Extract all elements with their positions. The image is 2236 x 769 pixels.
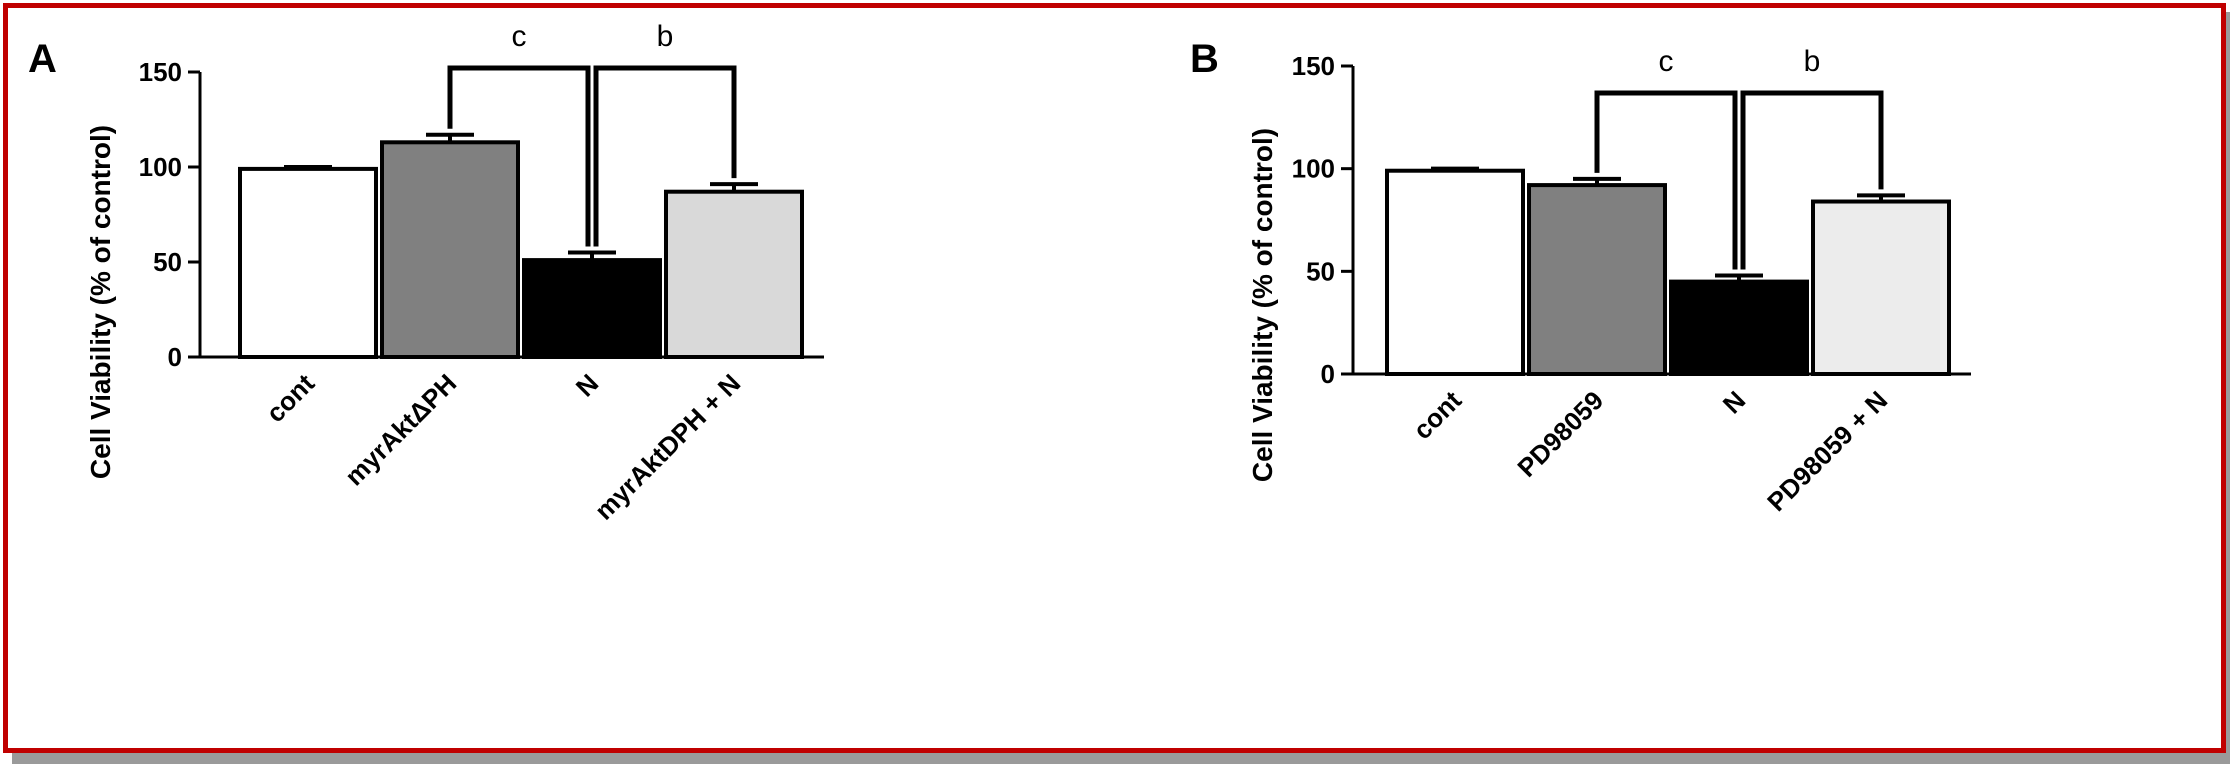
panel-a-0-bar-1 [380, 140, 520, 359]
panel-a-0-y-tick-label: 50 [153, 247, 182, 277]
panel-b-y-axis-label: Cell Viability (% of control) [1247, 128, 1278, 482]
panel-b-1-y-tick-label: 150 [1292, 51, 1335, 81]
panel-b-1-category-label-2: N [1717, 385, 1751, 419]
panel-b-1-bar-0 [1385, 168, 1525, 376]
panel-b-1-significance-bracket-0 [1594, 90, 1738, 270]
panel-a-0-significance-bracket-1 [593, 65, 737, 247]
panel-b-1-bar-3 [1811, 199, 1951, 376]
figure-frame [3, 3, 2226, 753]
panel-b-1-y-tick-label: 50 [1306, 256, 1335, 286]
panel-a-0-y-tick-label: 150 [139, 57, 182, 87]
panel-a-0-significance-label-0: c [512, 20, 527, 53]
panel-a-y-axis-label: Cell Viability (% of control) [85, 125, 116, 479]
panel-a-0-significance-label-1: b [657, 20, 674, 53]
panel-a-letter: A [28, 37, 57, 81]
panel-b-1-significance-bracket-1 [1740, 90, 1884, 270]
panel-b-1-y-tick-label: 0 [1321, 359, 1335, 389]
panel-a: A Cell Viability (% of control) 0 50 100 15… [28, 20, 824, 526]
panel-b-letter: B [1190, 37, 1219, 81]
panel-a-0-category-label-1: myrAktΔPH [339, 368, 462, 491]
panel-a-0-y-tick-label: 100 [139, 152, 182, 182]
panel-a-0-bar-3 [664, 189, 804, 359]
panel-b-1-significance-label-0: c [1659, 45, 1674, 78]
panel-b-1-category-label-0: cont [1407, 385, 1467, 445]
panel-a-0-category-label-0: cont [260, 368, 320, 428]
panel-b-1-bar-2 [1669, 279, 1809, 377]
panel-a-0-category-label-2: N [570, 368, 604, 402]
panel-b: B Cell Viability (% of control) 0 50 100 15… [1190, 37, 1971, 517]
panel-b-1-category-label-1: PD98059 [1511, 385, 1609, 483]
panel-a-0-bar-2 [522, 258, 662, 360]
panel-b-1-category-label-3: PD98059 + N [1761, 385, 1893, 517]
panel-a-0-y-tick-label: 0 [168, 342, 182, 372]
panel-b-1-significance-label-1: b [1804, 45, 1821, 78]
panel-b-1-bar-1 [1527, 183, 1667, 376]
panel-a-0-category-label-3: myrAktDPH + N [589, 368, 747, 526]
panel-a-0-significance-bracket-0 [447, 65, 591, 247]
panel-b-plot: 0 50 100 150 cont PD98059 N PD98059 + N c b [1292, 45, 1971, 517]
panel-a-0-bar-0 [238, 166, 378, 359]
panel-b-1-y-tick-label: 100 [1292, 154, 1335, 184]
